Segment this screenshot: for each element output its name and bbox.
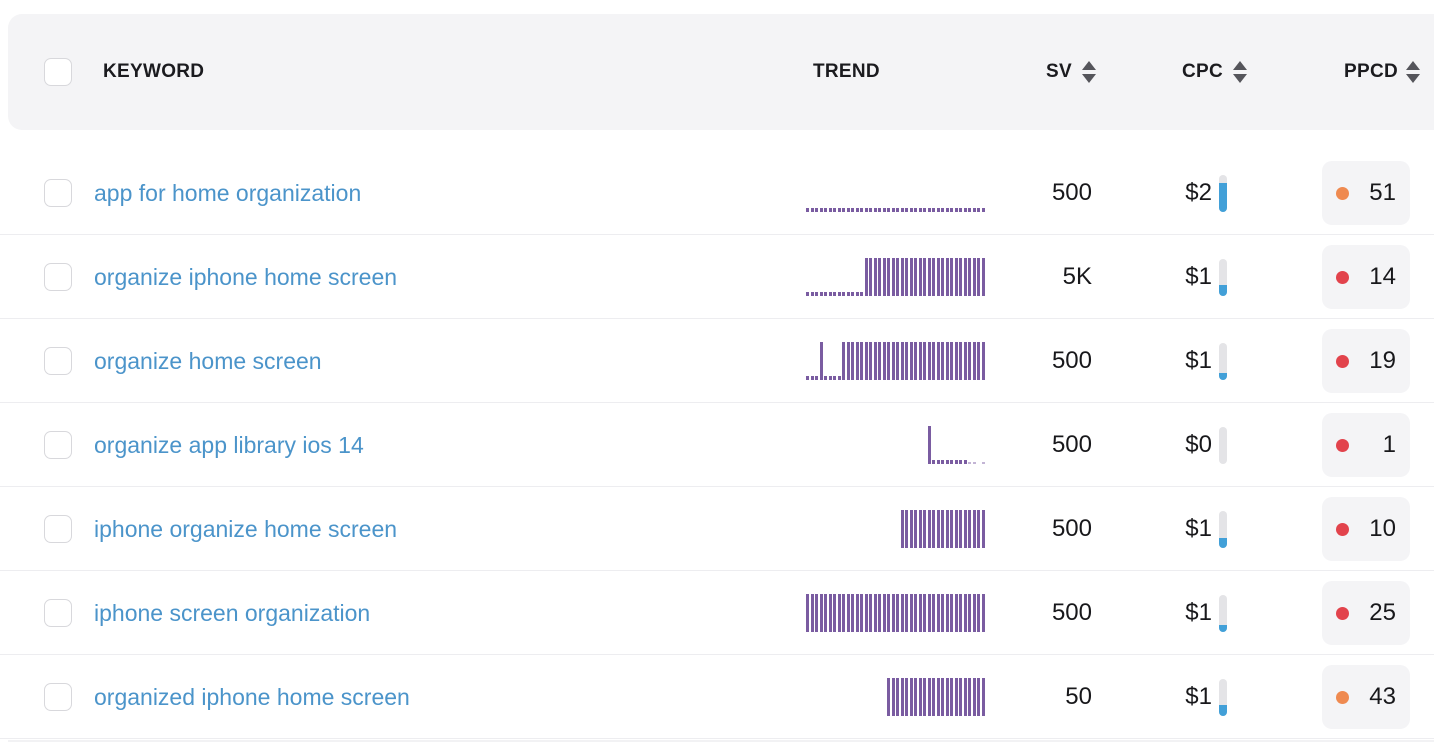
cpc-bar xyxy=(1219,427,1227,464)
table-row: organize app library ios 14 500 $0 1 xyxy=(0,403,1434,487)
cpc-value: $1 xyxy=(1185,263,1212,290)
ppcd-dot xyxy=(1336,606,1349,620)
column-header-keyword: KEYWORD xyxy=(103,61,205,82)
column-header-cpc[interactable]: CPC xyxy=(1181,61,1223,82)
keyword-link[interactable]: organize app library ios 14 xyxy=(94,432,364,458)
cpc-value: $0 xyxy=(1185,431,1212,458)
sort-control-cpc[interactable] xyxy=(1233,14,1247,130)
table-row: app for home organization 500 $2 51 xyxy=(0,151,1434,235)
keyword-link[interactable]: iphone screen organization xyxy=(94,600,371,626)
table-row: organize iphone home screen 5K $1 14 xyxy=(0,235,1434,319)
ppcd-dot xyxy=(1336,354,1349,368)
trend-sparkline xyxy=(806,174,988,212)
ppcd-dot xyxy=(1336,438,1349,452)
ppcd-badge: 19 xyxy=(1322,329,1410,393)
row-checkbox[interactable] xyxy=(44,431,72,459)
keyword-link[interactable]: iphone organize home screen xyxy=(94,516,398,542)
cpc-value: $1 xyxy=(1185,683,1212,710)
ppcd-value: 10 xyxy=(1369,515,1396,542)
trend-sparkline xyxy=(806,426,988,464)
ppcd-value: 19 xyxy=(1369,347,1396,374)
column-header-sv[interactable]: SV xyxy=(1046,61,1072,82)
cpc-bar xyxy=(1219,679,1227,716)
cpc-bar-fill xyxy=(1219,284,1227,296)
footer-strip xyxy=(8,740,1434,742)
keyword-link[interactable]: organize home screen xyxy=(94,348,322,374)
sort-control-ppcd[interactable] xyxy=(1406,14,1420,130)
column-header-trend: TREND xyxy=(813,61,880,82)
keyword-link[interactable]: organized iphone home screen xyxy=(94,684,410,710)
row-checkbox[interactable] xyxy=(44,599,72,627)
ppcd-badge: 1 xyxy=(1322,413,1410,477)
row-checkbox[interactable] xyxy=(44,347,72,375)
ppcd-value: 25 xyxy=(1369,599,1396,626)
row-checkbox[interactable] xyxy=(44,263,72,291)
cpc-bar-fill xyxy=(1219,704,1227,716)
sv-value: 500 xyxy=(1051,599,1092,626)
ppcd-value: 51 xyxy=(1369,179,1396,206)
ppcd-value: 14 xyxy=(1369,263,1396,290)
table-row: organized iphone home screen 50 $1 43 xyxy=(0,655,1434,739)
sort-down-icon xyxy=(1233,74,1247,83)
table-row: iphone organize home screen 500 $1 10 xyxy=(0,487,1434,571)
cpc-bar xyxy=(1219,343,1227,380)
ppcd-badge: 14 xyxy=(1322,245,1410,309)
cpc-bar xyxy=(1219,259,1227,296)
trend-sparkline xyxy=(806,342,988,380)
select-all-checkbox[interactable] xyxy=(44,58,72,86)
table-row: organize home screen 500 $1 19 xyxy=(0,319,1434,403)
ppcd-badge: 51 xyxy=(1322,161,1410,225)
cpc-bar xyxy=(1219,595,1227,632)
sort-up-icon xyxy=(1082,61,1096,70)
ppcd-value: 1 xyxy=(1382,431,1396,458)
cpc-bar-fill xyxy=(1219,373,1227,380)
keyword-link[interactable]: app for home organization xyxy=(94,180,362,206)
column-header-ppcd[interactable]: PPCD xyxy=(1344,61,1398,82)
cpc-bar xyxy=(1219,175,1227,212)
trend-sparkline xyxy=(806,510,988,548)
sort-up-icon xyxy=(1233,61,1247,70)
ppcd-value: 43 xyxy=(1369,683,1396,710)
sv-value: 500 xyxy=(1051,347,1092,374)
sort-control-sv[interactable] xyxy=(1082,14,1096,130)
trend-sparkline xyxy=(806,594,988,632)
ppcd-badge: 43 xyxy=(1322,665,1410,729)
cpc-value: $1 xyxy=(1185,515,1212,542)
cpc-bar-fill xyxy=(1219,537,1227,548)
sort-up-icon xyxy=(1406,61,1420,70)
cpc-value: $2 xyxy=(1185,179,1212,206)
sv-value: 50 xyxy=(1065,683,1092,710)
ppcd-badge: 10 xyxy=(1322,497,1410,561)
row-checkbox[interactable] xyxy=(44,515,72,543)
cpc-bar-fill xyxy=(1219,624,1227,632)
ppcd-dot xyxy=(1336,186,1349,200)
cpc-value: $1 xyxy=(1185,599,1212,626)
ppcd-dot xyxy=(1336,522,1349,536)
sort-down-icon xyxy=(1406,74,1420,83)
cpc-bar xyxy=(1219,511,1227,548)
table-header: KEYWORD TREND SV CPC PPCD xyxy=(8,14,1434,130)
cpc-bar-fill xyxy=(1219,183,1227,212)
ppcd-badge: 25 xyxy=(1322,581,1410,645)
ppcd-dot xyxy=(1336,270,1349,284)
sort-down-icon xyxy=(1082,74,1096,83)
sv-value: 500 xyxy=(1051,179,1092,206)
keyword-link[interactable]: organize iphone home screen xyxy=(94,264,398,290)
ppcd-dot xyxy=(1336,690,1349,704)
sv-value: 500 xyxy=(1051,515,1092,542)
trend-sparkline xyxy=(806,678,988,716)
table-body: app for home organization 500 $2 51 orga… xyxy=(0,151,1434,739)
trend-sparkline xyxy=(806,258,988,296)
table-row: iphone screen organization 500 $1 25 xyxy=(0,571,1434,655)
cpc-value: $1 xyxy=(1185,347,1212,374)
row-checkbox[interactable] xyxy=(44,683,72,711)
sv-value: 5K xyxy=(1062,263,1092,290)
sv-value: 500 xyxy=(1051,431,1092,458)
row-checkbox[interactable] xyxy=(44,179,72,207)
